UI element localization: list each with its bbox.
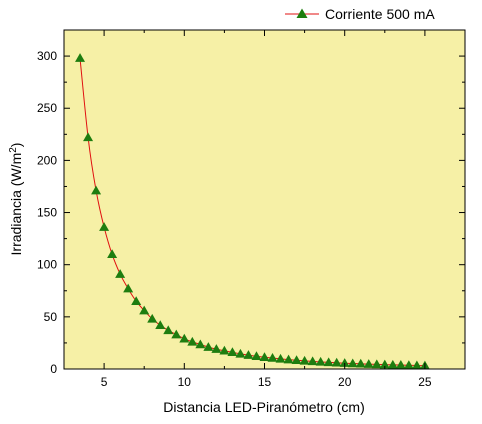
x-tick-label: 25 xyxy=(418,375,432,389)
data-point-41 xyxy=(403,360,414,369)
data-point-38 xyxy=(379,359,390,369)
data-point-35 xyxy=(355,358,366,368)
data-point-3 xyxy=(99,222,110,231)
data-point-20 xyxy=(235,348,246,358)
data-point-34 xyxy=(347,358,358,368)
data-point-18 xyxy=(219,345,230,355)
y-axis-title: Irradiancia (W/m2) xyxy=(8,143,25,256)
data-point-13 xyxy=(179,333,190,343)
data-point-42 xyxy=(411,360,422,370)
data-point-21 xyxy=(243,350,254,359)
data-point-9 xyxy=(147,313,158,323)
y-axis-title-tail: ) xyxy=(8,143,24,148)
data-point-40 xyxy=(395,360,406,369)
x-tick-label: 20 xyxy=(338,375,352,389)
data-point-28 xyxy=(299,355,310,365)
x-axis-title: Distancia LED-Piranómetro (cm) xyxy=(163,399,365,415)
x-tick-label: 15 xyxy=(258,375,272,389)
y-tick-label: 200 xyxy=(37,153,57,167)
data-point-11 xyxy=(163,325,174,335)
y-tick-label: 300 xyxy=(37,49,57,63)
y-axis-title-superscript: 2 xyxy=(8,147,19,153)
data-point-4 xyxy=(107,249,118,259)
markers-layer xyxy=(75,53,430,370)
legend-marker-triangle xyxy=(296,8,308,18)
legend: Corriente 500 mA xyxy=(285,6,435,22)
data-point-36 xyxy=(363,359,374,368)
y-tick-label: 100 xyxy=(37,258,57,272)
plot-area xyxy=(64,30,465,369)
data-point-23 xyxy=(259,352,270,361)
data-point-26 xyxy=(283,354,294,364)
data-point-27 xyxy=(291,355,302,364)
data-point-19 xyxy=(227,347,238,357)
data-point-6 xyxy=(123,283,134,293)
data-point-5 xyxy=(115,269,126,278)
y-tick-label: 50 xyxy=(44,310,58,324)
data-point-24 xyxy=(267,353,278,362)
data-point-15 xyxy=(195,339,206,349)
data-point-25 xyxy=(275,353,286,363)
data-point-32 xyxy=(331,357,342,367)
x-tick-label: 5 xyxy=(101,375,108,389)
data-point-29 xyxy=(307,356,318,366)
data-point-0 xyxy=(75,53,86,62)
legend-label: Corriente 500 mA xyxy=(325,6,435,22)
data-point-30 xyxy=(315,356,326,366)
y-tick-label: 150 xyxy=(37,206,57,220)
data-point-14 xyxy=(187,336,198,346)
y-tick-label: 250 xyxy=(37,101,57,115)
data-point-17 xyxy=(211,344,222,353)
x-tick-label: 10 xyxy=(178,375,192,389)
data-point-33 xyxy=(339,358,350,367)
data-point-10 xyxy=(155,320,166,329)
data-point-7 xyxy=(131,296,142,305)
data-point-12 xyxy=(171,329,182,339)
data-point-1 xyxy=(83,132,94,142)
data-point-31 xyxy=(323,357,334,367)
data-point-8 xyxy=(139,305,150,315)
data-point-39 xyxy=(387,359,398,369)
data-point-2 xyxy=(91,185,102,195)
y-tick-label: 0 xyxy=(50,362,57,376)
data-point-16 xyxy=(203,342,214,351)
y-axis-title-main: Irradiancia (W/m xyxy=(8,153,24,256)
data-point-37 xyxy=(371,359,382,369)
data-point-22 xyxy=(251,351,262,361)
